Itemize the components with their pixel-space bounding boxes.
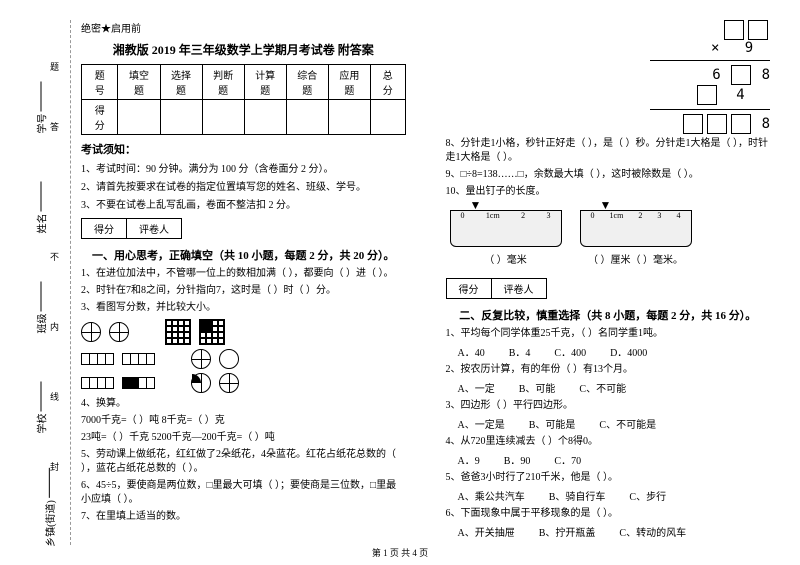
rect-icon [122, 353, 155, 365]
section1-heading: 一、用心思考，正确填空（共 10 小题，每题 2 分，共 20 分）。 [81, 247, 406, 263]
rect-icon [81, 353, 114, 365]
rect-icon [122, 377, 155, 389]
grid-icon [199, 319, 225, 345]
q2: 2、时针在7和8之间，分针指向7，这时是（ ）时（ ）分。 [81, 284, 406, 298]
score-table: 题 号填空题选择题判断题计算题综合题应用题总分 得 分 [81, 64, 406, 135]
s2q5: 5、爸爸3小时行了210千米，他是（ ）。 [446, 471, 771, 485]
circle-icon [191, 373, 211, 393]
margin-township: 乡镇(街道) [42, 468, 57, 547]
s2q3: 3、四边形（ ）平行四边形。 [446, 399, 771, 413]
confidential-label: 绝密★启用前 [81, 20, 406, 35]
s2q2: 2、按农历计算，有的年份（ ）有13个月。 [446, 363, 771, 377]
s2q3-opts: A、一定是B、可能是C、不可能是 [458, 416, 771, 431]
dash-label-5: 答 [50, 120, 59, 133]
s2q1-opts: A．40B．4C．400D．4000 [458, 344, 771, 359]
s2q4: 4、从720里连续减去（ ）个8得0。 [446, 435, 771, 449]
dash-label-2: 线 [50, 390, 59, 403]
notice-1: 1、考试时间：90 分钟。满分为 100 分（含卷面分 2 分）。 [81, 160, 406, 175]
notice-3: 3、不要在试卷上乱写乱画，卷面不整洁扣 2 分。 [81, 196, 406, 211]
margin-school: 学校 [34, 382, 49, 434]
exam-title: 湘教版 2019 年三年级数学上学期月考试卷 附答案 [81, 41, 406, 58]
margin-class: 班级 [34, 282, 49, 334]
ruler-1: ▼ 01cm23 （ ）毫米 [450, 210, 562, 266]
binding-margin: 乡镇(街道) 学校 班级 姓名 学号 封 线 内 不 答 题 [20, 20, 71, 545]
circle-icon [219, 373, 239, 393]
rubric-box-2: 得分评卷人 [446, 278, 547, 299]
shapes-row-3 [81, 373, 406, 393]
right-column: × 9 6 8 4 8 8、分针走1小格，秒针正好走（ ），是（ ）秒。分针走1… [436, 20, 781, 545]
q4: 4、换算。 [81, 397, 406, 411]
s2q6: 6、下面现象中属于平移现象的是（ ）。 [446, 507, 771, 521]
left-column: 绝密★启用前 湘教版 2019 年三年级数学上学期月考试卷 附答案 题 号填空题… [71, 20, 416, 545]
q7: 7、在里填上适当的数。 [81, 510, 406, 524]
s2q4-opts: A．9B．90C．70 [458, 452, 771, 467]
notice-heading: 考试须知： [81, 141, 406, 157]
page-footer: 第 1 页 共 4 页 [372, 546, 428, 559]
q3: 3、看图写分数，并比较大小。 [81, 301, 406, 315]
circle-icon [191, 349, 211, 369]
circle-icon [81, 322, 101, 342]
ruler-2: ▼ 01cm234 （ ）厘米（ ）毫米。 [580, 210, 692, 266]
s2q2-opts: A、一定B、可能C、不可能 [458, 380, 771, 395]
circle-icon [109, 322, 129, 342]
notice-2: 2、请首先按要求在试卷的指定位置填写您的姓名、班级、学号。 [81, 178, 406, 193]
dash-label-3: 内 [50, 320, 59, 333]
multiplication-problem: × 9 6 8 4 8 [526, 20, 771, 134]
q8: 8、分针走1小格，秒针正好走（ ），是（ ）秒。分针走1大格是（ ），时针走1大… [446, 137, 771, 165]
circle-icon [219, 349, 239, 369]
shapes-row-1 [81, 319, 406, 345]
dash-label-4: 不 [50, 250, 59, 263]
rect-icon [81, 377, 114, 389]
q1: 1、在进位加法中，不管哪一位上的数相加满（ ），都要向（ ）进（ ）。 [81, 267, 406, 281]
s2q1: 1、平均每个同学体重25千克，（ ）名同学重1吨。 [446, 327, 771, 341]
section2-heading: 二、反复比较，慎重选择（共 8 小题，每题 2 分，共 16 分）。 [446, 307, 771, 323]
rubric-box: 得分评卷人 [81, 218, 182, 239]
q5: 5、劳动课上做纸花，红红做了2朵纸花，4朵蓝花。红花占纸花总数的（ ），蓝花占纸… [81, 448, 406, 476]
s2q6-opts: A、开关抽屉B、拧开瓶盖C、转动的风车 [458, 524, 771, 539]
q4a: 7000千克=（ ）吨 8千克=（ ）克 [81, 414, 406, 428]
margin-name: 姓名 [34, 182, 49, 234]
grid-icon [165, 319, 191, 345]
shapes-row-2 [81, 349, 406, 369]
q4b: 23吨=（ ）千克 5200千克—200千克=（ ）吨 [81, 431, 406, 445]
dash-label-1: 封 [50, 460, 59, 473]
margin-id: 学号 [34, 82, 49, 134]
dash-label-6: 题 [50, 60, 59, 73]
q6: 6、45÷5，要使商是两位数，□里最大可填（ ）；要使商是三位数，□里最小应填（… [81, 479, 406, 507]
s2q5-opts: A、乘公共汽车B、骑自行车C、步行 [458, 488, 771, 503]
ruler-row: ▼ 01cm23 （ ）毫米 ▼ 01cm234 （ ）厘米（ ）毫米。 [446, 202, 771, 274]
q10: 10、量出钉子的长度。 [446, 185, 771, 199]
q9: 9、□÷8=138……□，余数最大填（ ），这时被除数是（ ）。 [446, 168, 771, 182]
